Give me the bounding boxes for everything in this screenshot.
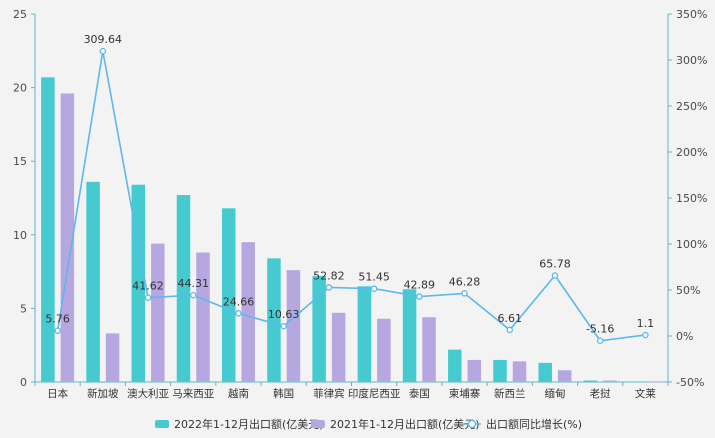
x-axis-label: 澳大利亚 — [127, 387, 169, 400]
right-axis-tick-label: 250% — [676, 100, 707, 113]
bar-2021 — [648, 381, 662, 383]
bar-2022 — [448, 349, 462, 382]
bar-2021 — [331, 312, 346, 382]
x-axis-label: 印度尼西亚 — [348, 387, 401, 400]
growth-data-label: 309.64 — [84, 33, 123, 46]
growth-point — [370, 285, 378, 292]
growth-point — [461, 290, 468, 297]
left-axis-tick-label: 20 — [13, 82, 27, 95]
right-axis-tick-label: 100% — [676, 238, 707, 251]
growth-point — [596, 337, 604, 344]
left-axis-tick-label: 5 — [20, 302, 27, 315]
growth-point — [99, 47, 107, 55]
bar-2022 — [86, 181, 100, 382]
growth-data-label: 10.63 — [268, 308, 300, 321]
data-labels: 5.76 309.64 41.62 44.31 24.66 10.63 52.82 51.45… — [45, 33, 654, 336]
growth-data-label: 44.31 — [178, 277, 210, 290]
right-axis-tick-label: 350% — [676, 8, 707, 21]
growth-line — [54, 47, 649, 344]
bar-2022 — [267, 258, 281, 382]
bar-2021 — [241, 242, 255, 382]
x-axis-label: 老挝 — [590, 387, 611, 400]
bar-2021 — [151, 243, 165, 382]
x-axis-label: 马来西亚 — [172, 388, 214, 400]
legend-swatch — [155, 420, 169, 428]
growth-point — [416, 293, 423, 300]
x-axis-label: 文莱 — [635, 387, 656, 400]
legend-swatch — [311, 420, 325, 428]
bar-2022 — [176, 195, 191, 382]
growth-data-label: 42.89 — [404, 279, 436, 292]
growth-point — [144, 294, 152, 301]
bar-2022 — [583, 380, 598, 382]
growth-point — [551, 272, 559, 279]
left-axis-tick-label: 15 — [13, 155, 27, 168]
growth-data-label: 65.78 — [539, 257, 571, 270]
axes: 0 5 10 15 20 25 -50% 0% 50% 100% 150% 200% 250% 300% 3… — [13, 8, 707, 400]
growth-data-label: 24.66 — [223, 295, 255, 308]
bar-2021 — [603, 380, 617, 382]
bar-2021 — [286, 270, 301, 382]
x-axis-label: 日本 — [47, 387, 68, 400]
bars — [41, 77, 662, 383]
growth-data-label: 51.45 — [358, 271, 390, 284]
right-axis-tick-label: 150% — [676, 192, 707, 205]
legend-line-marker — [467, 419, 477, 429]
right-axis-tick-label: 200% — [676, 146, 707, 159]
bar-2021 — [467, 359, 482, 382]
x-axis-label: 缅甸 — [544, 387, 565, 400]
left-axis-tick-label: 25 — [13, 8, 27, 21]
left-axis-tick-label: 10 — [13, 229, 27, 242]
bar-2022 — [312, 276, 326, 382]
growth-data-label: -5.16 — [586, 323, 614, 336]
bar-2022 — [402, 289, 417, 382]
growth-data-label: 52.82 — [313, 269, 345, 282]
bar-2022 — [41, 77, 55, 383]
bar-2021 — [422, 317, 436, 382]
x-axis-label: 新西兰 — [494, 387, 526, 400]
growth-data-label: 1.1 — [637, 317, 655, 330]
bar-2022 — [221, 208, 236, 382]
bar-2022 — [131, 184, 146, 382]
growth-point — [189, 291, 197, 299]
growth-line-path — [56, 50, 646, 342]
growth-point — [642, 331, 649, 339]
growth-data-label: 46.28 — [449, 275, 481, 288]
right-axis-tick-label: 50% — [676, 284, 700, 297]
right-axis-tick-label: 0% — [676, 330, 693, 343]
right-axis-tick-label: -50% — [676, 376, 704, 389]
growth-point — [235, 310, 242, 317]
legend-label: 出口额同比增长(%) — [486, 417, 582, 431]
growth-data-label: 41.62 — [132, 280, 164, 293]
bar-2021 — [105, 333, 120, 382]
x-axis-label: 新加坡 — [87, 387, 119, 400]
bar-2022 — [357, 286, 372, 382]
growth-data-label: 6.61 — [498, 312, 523, 325]
x-axis-label: 柬埔寨 — [449, 387, 481, 400]
x-axis-label: 泰国 — [409, 387, 430, 400]
bar-2021 — [60, 93, 75, 382]
legend-label: 2021年1-12月出口额(亿美元) — [330, 417, 480, 431]
growth-point — [325, 284, 333, 291]
bar-2022 — [538, 362, 552, 382]
legend: 2022年1-12月出口额(亿美元) 2021年1-12月出口额(亿美元) 出口额同… — [155, 417, 582, 431]
bar-2021 — [377, 318, 391, 382]
x-axis-label: 韩国 — [273, 387, 294, 400]
bar-2022 — [628, 381, 643, 383]
bar-2021 — [196, 252, 210, 382]
bar-2021 — [512, 361, 527, 382]
right-axis-tick-label: 300% — [676, 54, 707, 67]
legend-label: 2022年1-12月出口额(亿美元) — [174, 417, 324, 431]
growth-data-label: 5.76 — [45, 313, 70, 326]
x-axis-label: 菲律宾 — [313, 387, 345, 400]
growth-point — [280, 322, 287, 330]
growth-point — [54, 327, 61, 334]
bar-2021 — [557, 370, 572, 382]
growth-point — [506, 326, 513, 334]
x-axis-label: 越南 — [228, 387, 249, 400]
left-axis-tick-label: 0 — [20, 376, 27, 389]
bar-2022 — [493, 359, 507, 382]
